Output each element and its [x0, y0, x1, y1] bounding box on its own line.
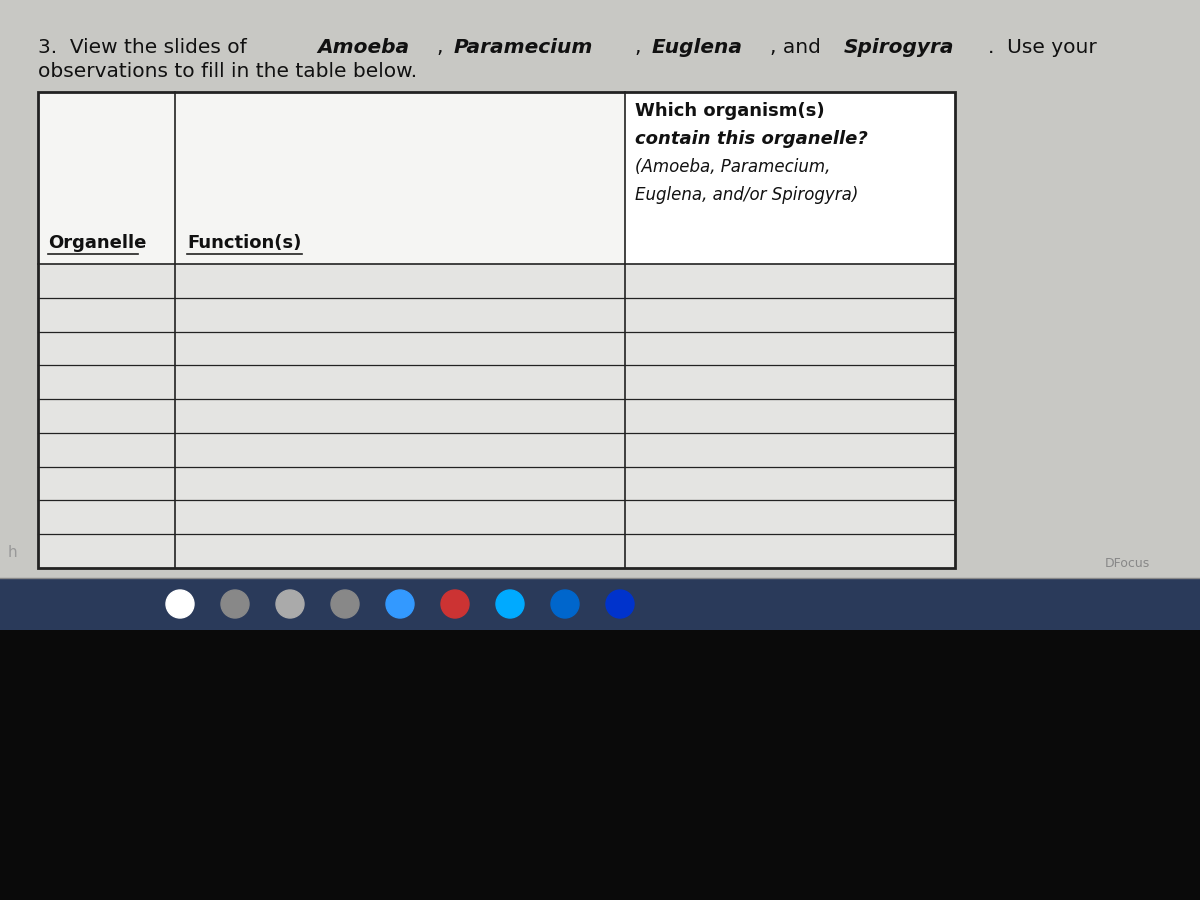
Bar [625, 92, 955, 264]
Text: Function(s): Function(s) [187, 234, 301, 252]
Bar [0, 578, 1200, 630]
Bar [0, 0, 1200, 578]
Text: Organelle: Organelle [48, 234, 146, 252]
Bar [38, 298, 955, 331]
Circle shape [496, 590, 524, 618]
Bar [38, 399, 955, 433]
Text: Paramecium: Paramecium [454, 38, 593, 57]
Text: , and: , and [769, 38, 827, 57]
Circle shape [221, 590, 250, 618]
Bar [38, 92, 955, 568]
Bar [38, 264, 955, 298]
Bar [0, 630, 1200, 900]
Circle shape [276, 590, 304, 618]
Text: Euglena, and/or Spirogyra): Euglena, and/or Spirogyra) [635, 186, 858, 204]
Text: Which organism(s): Which organism(s) [635, 102, 824, 120]
Bar [38, 467, 955, 500]
Text: contain this organelle?: contain this organelle? [635, 130, 868, 148]
Text: Euglena: Euglena [652, 38, 743, 57]
Bar [38, 500, 955, 535]
Circle shape [386, 590, 414, 618]
Bar [38, 331, 955, 365]
Bar [38, 92, 955, 568]
Circle shape [551, 590, 580, 618]
Circle shape [331, 590, 359, 618]
Text: observations to fill in the table below.: observations to fill in the table below. [38, 62, 418, 81]
Text: ,: , [635, 38, 648, 57]
Text: .  Use your: . Use your [988, 38, 1097, 57]
Text: h: h [8, 545, 18, 560]
Circle shape [606, 590, 634, 618]
Text: DFocus: DFocus [1105, 557, 1150, 570]
Text: Spirogyra: Spirogyra [844, 38, 954, 57]
Text: 3.  View the slides of: 3. View the slides of [38, 38, 253, 57]
Text: Amoeba: Amoeba [317, 38, 409, 57]
Circle shape [166, 590, 194, 618]
Bar [38, 433, 955, 467]
Text: ,: , [437, 38, 450, 57]
Circle shape [442, 590, 469, 618]
Bar [38, 92, 625, 264]
Text: (Amoeba, Paramecium,: (Amoeba, Paramecium, [635, 158, 830, 176]
Bar [38, 535, 955, 568]
Bar [38, 365, 955, 399]
